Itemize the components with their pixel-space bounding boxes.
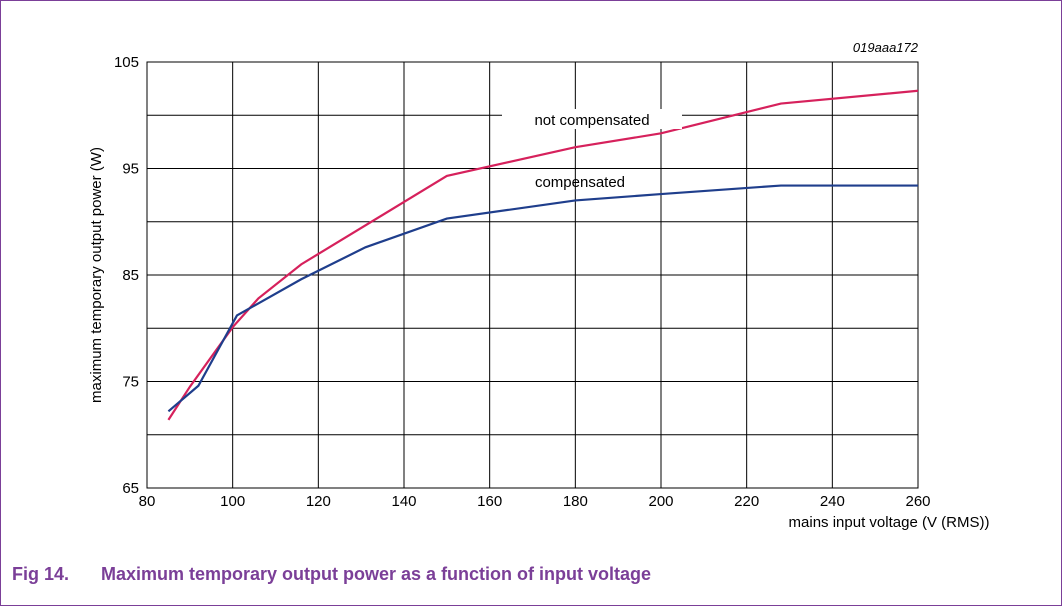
line <box>167 89 919 421</box>
x-axis-label: mains input voltage (V (RMS)) <box>789 514 990 531</box>
figure-number: Fig 14. <box>12 564 69 584</box>
x-tick-label: 80 <box>139 493 156 510</box>
y-tick-label: 105 <box>114 54 139 71</box>
y-tick-label: 95 <box>122 161 139 178</box>
series-label: not compensated <box>534 112 649 129</box>
label-background <box>502 109 682 129</box>
x-tick-label: 200 <box>648 493 673 510</box>
x-tick-label: 260 <box>905 493 930 510</box>
x-tick-label: 140 <box>391 493 416 510</box>
x-tick-label: 160 <box>477 493 502 510</box>
figure-code: 019aaa172 <box>853 40 919 55</box>
x-tick-label: 220 <box>734 493 759 510</box>
x-tick-label: 100 <box>220 493 245 510</box>
x-tick-label: 120 <box>306 493 331 510</box>
figure-title: Maximum temporary output power as a func… <box>101 564 651 584</box>
y-tick-label: 75 <box>122 374 139 391</box>
x-tick-label: 180 <box>563 493 588 510</box>
y-tick-label: 85 <box>122 267 139 284</box>
y-axis-label: maximum temporary output power (W) <box>88 147 105 403</box>
line <box>167 184 918 413</box>
y-tick-label: 65 <box>122 480 139 497</box>
x-tick-label: 240 <box>820 493 845 510</box>
series-label: compensated <box>535 174 625 191</box>
